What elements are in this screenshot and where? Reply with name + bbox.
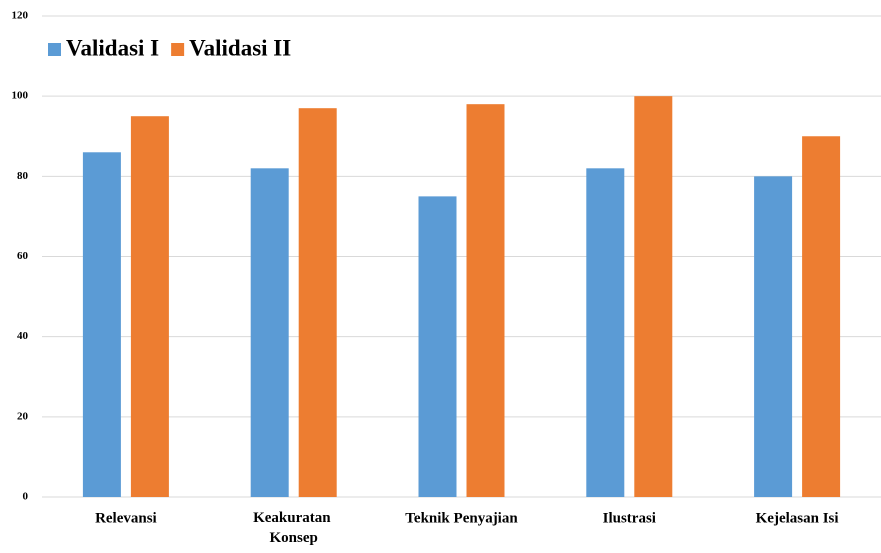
bar [754,176,793,498]
x-tick-label: Kejelasan Isi [756,510,839,526]
bar [466,104,505,497]
y-tick-label: 80 [17,170,29,182]
x-tick-label: Ilustrasi [603,510,656,526]
legend-label: Validasi II [189,35,291,60]
y-tick-label: 100 [12,90,29,102]
y-tick-label: 60 [17,250,29,262]
y-tick-label: 0 [23,491,29,503]
legend-label: Validasi I [66,35,159,60]
bar [586,168,625,498]
bar [250,168,289,498]
x-tick-label: Relevansi [95,510,157,526]
x-tick-label: Teknik Penyajian [405,510,518,526]
bar [802,136,841,497]
y-tick-label: 120 [12,10,29,22]
y-tick-label: 40 [17,330,29,342]
x-tick-label: Keakuratan Konsep [253,510,334,546]
bar [298,108,337,498]
bar [634,96,673,498]
y-tick-label: 20 [17,410,29,422]
legend-swatch [48,43,61,56]
bar [418,196,457,497]
bar [82,152,121,498]
bar [130,116,169,497]
legend-swatch [171,43,185,56]
